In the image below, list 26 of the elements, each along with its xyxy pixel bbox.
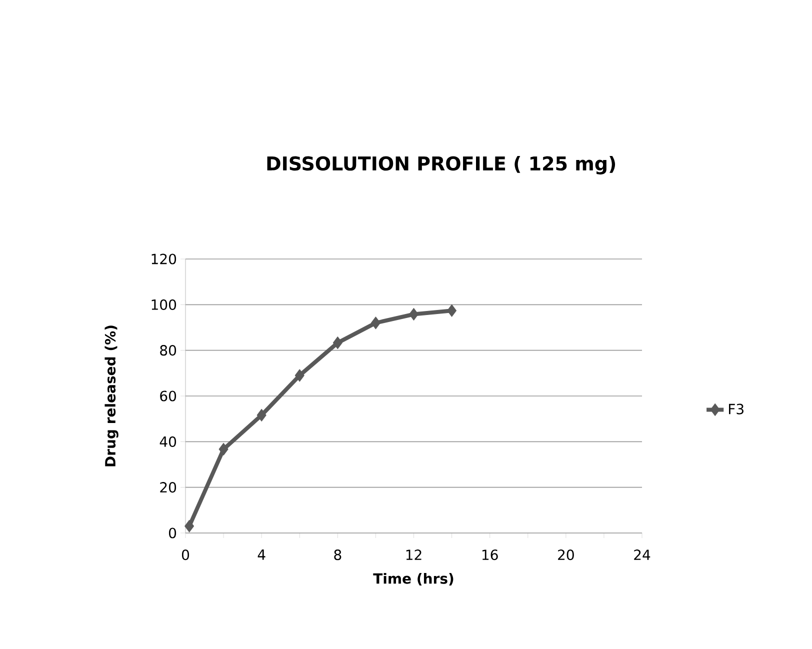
y-tick-label: 100 xyxy=(152,299,176,310)
point xyxy=(409,308,418,321)
point xyxy=(184,520,194,532)
y-tick-label: 40 xyxy=(160,436,176,447)
y-tick-label: 60 xyxy=(160,390,176,402)
x-tick-label: 16 xyxy=(482,550,498,560)
point xyxy=(332,336,342,350)
x-tick-label: 24 xyxy=(634,550,650,560)
y-tick-label: 20 xyxy=(160,482,176,493)
x-tick-label: 8 xyxy=(334,550,342,560)
point xyxy=(218,442,228,456)
point xyxy=(370,316,380,330)
x-axis-title: Time (hrs) xyxy=(373,572,454,586)
point xyxy=(294,369,304,382)
y-tick-label: 80 xyxy=(160,345,176,356)
x-tick-label: 20 xyxy=(558,550,574,560)
legend-label: F3 xyxy=(729,404,744,414)
point xyxy=(447,304,457,317)
chart-title: DISSOLUTION PROFILE ( 125 mg) xyxy=(267,156,616,174)
y-axis-title: Drug released (%) xyxy=(104,326,118,466)
x-tick-label: 0 xyxy=(182,550,190,560)
x-tick-label: 4 xyxy=(258,550,266,560)
y-tick-label: 0 xyxy=(168,528,176,538)
y-tick-label: 120 xyxy=(152,254,176,264)
x-tick-label: 12 xyxy=(406,550,422,560)
point xyxy=(256,408,266,422)
